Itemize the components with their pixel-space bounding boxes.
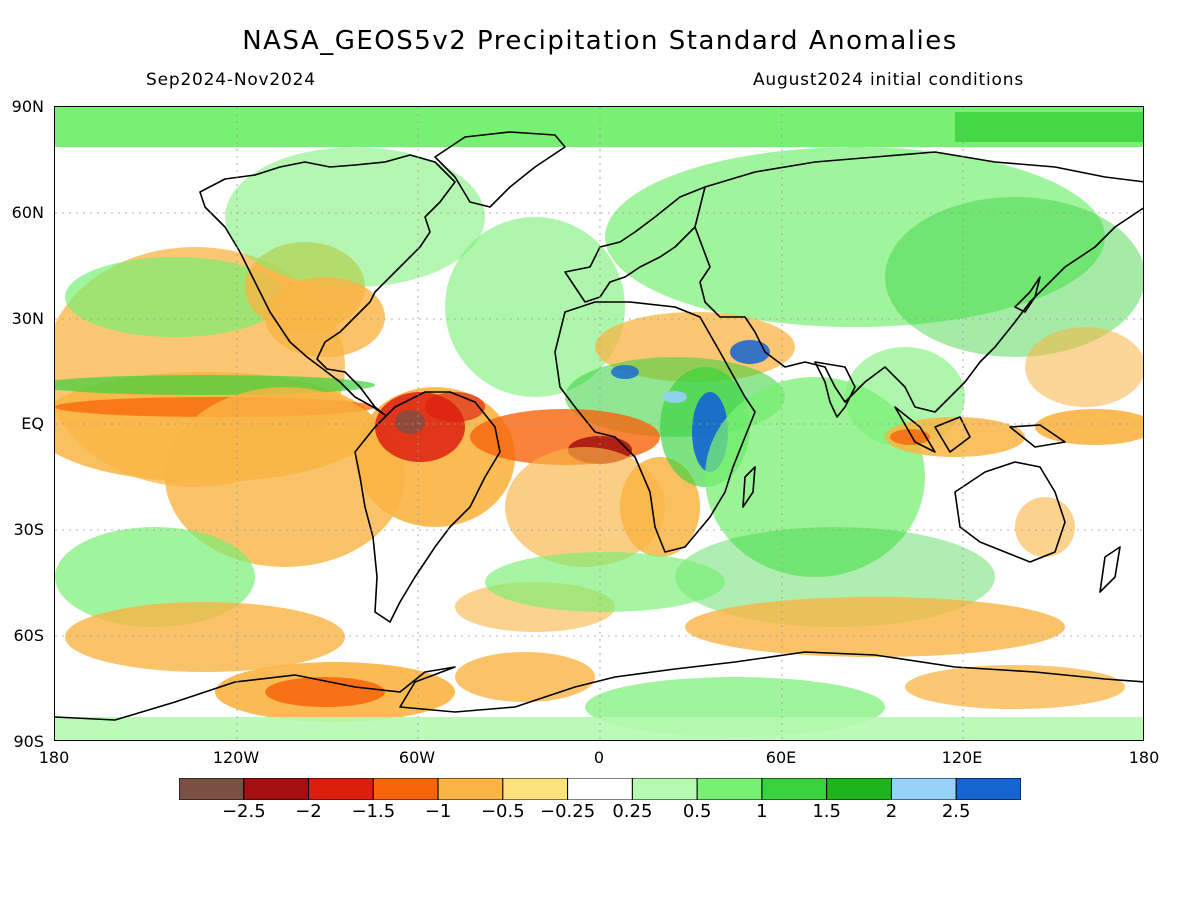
southern-ocean-dry-2 xyxy=(685,597,1065,657)
colorbar-tick-label: 0.25 xyxy=(612,801,653,822)
sahel-wet-spot-2 xyxy=(663,391,687,403)
colorbar-tick-label: −0.25 xyxy=(540,801,596,822)
lat-tick-60s: 60S xyxy=(13,626,44,645)
east-pacific-dry xyxy=(165,387,405,567)
w-pacific-dry xyxy=(1035,409,1143,445)
nw-pacific-dry xyxy=(1025,327,1143,407)
lat-tick-60n: 60N xyxy=(11,203,44,222)
coast-new-zealand xyxy=(1099,546,1121,593)
colorbar-tick-label: −2.5 xyxy=(221,801,266,822)
coast-greenland xyxy=(434,131,566,208)
antarctic-wet-band xyxy=(55,717,1143,740)
lon-tick-60e: 60E xyxy=(765,748,797,767)
coast-madagascar xyxy=(742,466,756,508)
coast-new-guinea xyxy=(1009,424,1066,448)
lon-tick-120e: 120E xyxy=(941,748,983,767)
colorbar-swatch xyxy=(696,778,763,800)
lat-tick-30s: 30S xyxy=(13,520,44,539)
colorbar-tick-label: 1.5 xyxy=(812,801,841,822)
forecast-period: Sep2024-Nov2024 xyxy=(146,70,316,90)
colorbar-swatch xyxy=(502,778,569,800)
coast-south-america xyxy=(354,391,501,623)
coast-japan xyxy=(1014,276,1041,313)
weddell-dry xyxy=(455,652,595,702)
e-antarctic-dry xyxy=(905,665,1125,709)
amundsen-very-dry xyxy=(265,677,385,707)
lon-tick-120w: 120W xyxy=(212,748,260,767)
colorbar-tick-label: 0.5 xyxy=(682,801,712,822)
graticule xyxy=(55,107,1143,740)
lon-tick-180w: 180 xyxy=(38,748,70,767)
anomaly-map xyxy=(55,107,1143,740)
coast-australia xyxy=(954,461,1066,563)
colorbar-swatch xyxy=(761,778,828,800)
n-pacific-wet xyxy=(65,257,285,337)
coast-india xyxy=(814,361,856,418)
lat-tick-eq: EQ xyxy=(21,414,44,433)
lat-tick-90s: 90S xyxy=(13,732,44,751)
colorbar-tick-label: −1 xyxy=(424,801,452,822)
sahel-wet-spot-1 xyxy=(611,365,639,379)
coast-borneo xyxy=(934,416,971,453)
maritime-very-dry xyxy=(890,429,930,445)
lon-tick-0: 0 xyxy=(593,748,605,767)
eurasia-wet xyxy=(605,147,1105,327)
brazil-east-dry xyxy=(425,392,485,422)
colorbar-swatch xyxy=(955,778,1021,800)
colorbar-tick-label: 2.5 xyxy=(941,801,971,822)
us-dry xyxy=(265,277,385,357)
colorbar-swatch xyxy=(179,778,245,800)
colorbar xyxy=(179,778,1021,800)
lat-tick-90n: 90N xyxy=(11,97,44,116)
southern-ocean-wet xyxy=(485,552,725,612)
australia-east-dry xyxy=(1015,497,1075,557)
colorbar-swatch xyxy=(890,778,957,800)
colorbar-tick-label: 2 xyxy=(885,801,898,822)
colorbar-tick-label: −2 xyxy=(295,801,322,822)
southern-ocean-dry-1 xyxy=(65,602,345,672)
coast-antarctica xyxy=(55,651,1143,721)
arctic-strong-wet xyxy=(955,112,1143,142)
colorbar-tick-label: −1.5 xyxy=(351,801,396,822)
n-america-wet xyxy=(225,147,485,287)
colorbar-tick-label: 1 xyxy=(756,801,768,822)
arabia-very-wet xyxy=(730,340,770,364)
siberia-wet xyxy=(885,197,1143,357)
anomaly-field xyxy=(55,107,1143,740)
initial-conditions: August2024 initial conditions xyxy=(753,70,1024,90)
map-panel xyxy=(54,106,1144,741)
colorbar-swatch xyxy=(437,778,504,800)
amazon-extreme-dry xyxy=(395,410,425,434)
southern-africa-dry xyxy=(620,457,700,557)
n-atlantic-wet xyxy=(445,217,625,397)
colorbar-swatch xyxy=(308,778,374,800)
s-atlantic-dry xyxy=(505,447,665,567)
lat-tick-30n: 30N xyxy=(11,309,44,328)
coast-sumatra xyxy=(894,406,936,453)
colorbar-swatch xyxy=(372,778,439,800)
colorbar-swatch xyxy=(826,778,892,800)
colorbar-swatch xyxy=(567,778,633,800)
colorbar-swatch xyxy=(631,778,698,800)
lon-tick-60w: 60W xyxy=(398,748,436,767)
colorbar-tick-label: −0.5 xyxy=(480,801,525,822)
chart-title: NASA_GEOS5v2 Precipitation Standard Anom… xyxy=(242,26,958,56)
lon-tick-180e: 180 xyxy=(1128,748,1160,767)
coast-north-america xyxy=(199,154,456,416)
colorbar-swatch xyxy=(243,778,310,800)
